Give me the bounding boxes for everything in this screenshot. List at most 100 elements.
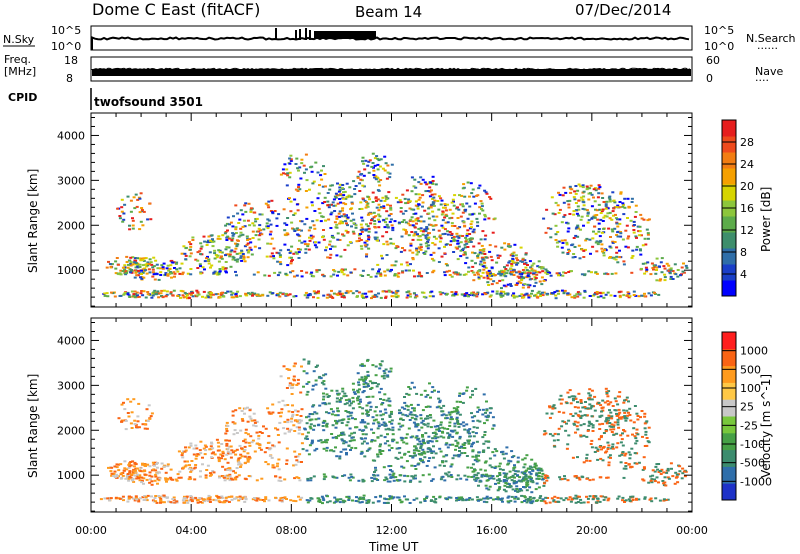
rti-cell <box>340 419 344 422</box>
rti-cell <box>421 459 424 462</box>
rti-cell <box>611 443 615 446</box>
rti-cell <box>159 497 163 500</box>
rti-cell <box>119 273 123 276</box>
rti-cell <box>150 296 154 299</box>
rti-cell <box>277 441 281 444</box>
rti-cell <box>489 474 493 477</box>
rti-cell <box>159 271 163 274</box>
rti-cell <box>225 236 229 239</box>
rti-cell <box>444 460 448 463</box>
colorbar-swatch <box>722 184 736 201</box>
rti-cell <box>416 217 420 220</box>
rti-cell <box>287 410 291 413</box>
rti-cell <box>179 476 183 479</box>
rti-cell <box>233 449 237 452</box>
rti-cell <box>393 264 397 267</box>
rti-cell <box>189 243 193 246</box>
rti-cell <box>279 173 283 176</box>
rti-cell <box>618 416 621 419</box>
rti-cell <box>311 384 315 387</box>
rti-cell <box>564 191 568 194</box>
rti-cell <box>436 425 440 428</box>
rti-cell <box>538 266 542 269</box>
rti-cell <box>427 460 431 462</box>
rti-cell <box>438 399 442 402</box>
rti-cell <box>418 235 422 238</box>
rti-cell <box>328 240 332 243</box>
rti-cell <box>484 460 488 463</box>
rti-cell <box>371 201 375 203</box>
rti-cell <box>650 481 654 484</box>
rti-cell <box>242 219 246 222</box>
rti-cell <box>386 440 390 443</box>
rti-cell <box>396 275 400 278</box>
rti-cell <box>222 295 226 298</box>
rti-cell <box>278 261 282 264</box>
rti-cell <box>641 435 644 438</box>
rti-cell <box>619 434 623 437</box>
rti-cell <box>580 215 584 218</box>
rti-cell <box>416 423 420 426</box>
rti-cell <box>263 451 267 454</box>
rti-cell <box>422 295 426 298</box>
rti-cell <box>295 384 299 386</box>
rti-cell <box>311 388 315 391</box>
rti-cell <box>413 226 417 229</box>
rti-cell <box>557 211 561 214</box>
rti-cell <box>378 268 381 271</box>
rti-cell <box>359 421 363 424</box>
rti-cell <box>213 257 217 260</box>
rti-cell <box>467 241 471 243</box>
rti-cell <box>450 291 454 293</box>
rti-cell <box>506 482 510 485</box>
rti-cell <box>273 210 277 212</box>
nave-label: Nave <box>755 65 783 78</box>
rti-cell <box>363 421 367 424</box>
rti-cell <box>471 431 475 434</box>
rti-cell <box>345 290 349 293</box>
rti-cell <box>666 498 670 501</box>
rti-cell <box>249 210 253 213</box>
rti-cell <box>467 295 470 298</box>
rti-cell <box>659 261 663 264</box>
rti-cell <box>502 269 506 272</box>
rti-cell <box>152 291 156 294</box>
rti-cell <box>400 406 404 409</box>
rti-cell <box>455 409 459 412</box>
rti-cell <box>249 417 253 420</box>
rti-cell <box>377 209 381 212</box>
rti-cell <box>601 459 605 462</box>
rti-cell <box>379 179 383 181</box>
rti-cell <box>607 464 611 467</box>
rti-cell <box>216 497 220 500</box>
rti-cell <box>404 210 408 212</box>
rti-cell <box>298 239 301 242</box>
rti-cell <box>243 412 246 415</box>
rti-cell <box>411 407 415 410</box>
rti-cell <box>169 478 173 481</box>
rti-cell <box>485 419 489 422</box>
rti-cell <box>615 222 619 225</box>
rti-cell <box>450 234 454 236</box>
rti-cell <box>199 247 203 250</box>
rti-cell <box>160 462 164 465</box>
rti-cell <box>258 247 262 250</box>
rti-cell <box>631 499 635 501</box>
rti-cell <box>338 186 342 189</box>
rti-cell <box>573 190 577 193</box>
rti-cell <box>220 255 223 258</box>
rti-cell <box>253 419 257 422</box>
rti-cell <box>558 208 562 211</box>
rti-cell <box>566 391 570 394</box>
rti-cell <box>324 249 328 252</box>
rti-cell <box>523 271 526 274</box>
rti-cell <box>602 296 606 299</box>
rti-cell <box>476 256 480 259</box>
colorbar-swatch <box>722 152 736 169</box>
rti-cell <box>325 441 329 444</box>
rti-cell <box>430 390 434 393</box>
rti-cell <box>382 421 386 424</box>
rti-cell <box>385 210 389 213</box>
rti-cell <box>421 409 425 412</box>
rti-cell <box>574 227 578 230</box>
